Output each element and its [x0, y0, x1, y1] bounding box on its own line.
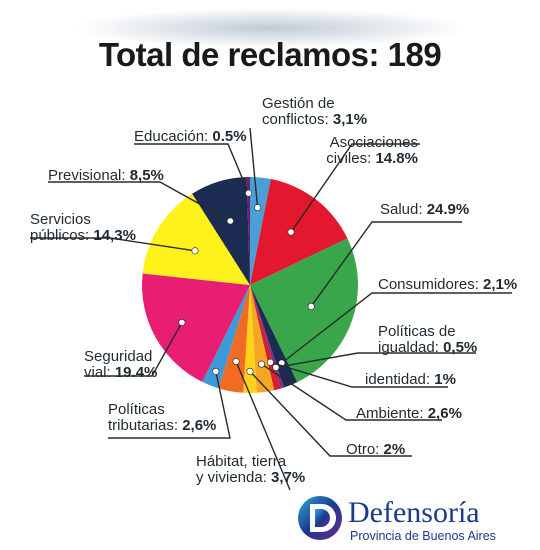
label-servicios-publicos: Servicios públicos: 14,3%: [30, 211, 136, 244]
value-habitat-tierra-y-vivienda: 3,7%: [271, 469, 305, 486]
slice-consumidores: [250, 285, 298, 388]
leader-line-consumidores: [281, 292, 512, 364]
value-consumidores: 2,1%: [483, 276, 517, 293]
leader-line-politicas-tributarias: [108, 371, 231, 439]
slice-marker-politicas-tributarias: [212, 367, 220, 375]
value-ambiente: 2,6%: [428, 405, 462, 422]
slice-gestion-de-conflictos: [250, 177, 271, 285]
value-salud: 24.9%: [427, 201, 470, 218]
leader-line-educacion: [134, 143, 250, 194]
defensoria-logo-icon: [298, 496, 342, 540]
leader-line-previsional: [48, 181, 231, 222]
slice-politicas-tributarias: [202, 285, 250, 389]
label-asociaciones-civiles: Asociaciones civiles: 14.8%: [326, 134, 418, 167]
slice-asociaciones-civiles: [250, 179, 348, 285]
slice-marker-otro: [246, 367, 254, 375]
leader-line-identidad: [270, 361, 448, 388]
label-previsional: Previsional: 8,5%: [48, 167, 164, 184]
slice-educacion: [246, 176, 250, 285]
value-politicas-de-igualdad: 0,5%: [443, 339, 477, 356]
value-previsional: 8,5%: [130, 167, 164, 184]
leader-line-ambiente: [261, 363, 442, 421]
label-salud: Salud: 24.9%: [380, 201, 469, 218]
label-gestion-de-conflictos: Gestión de conflictos: 3,1%: [262, 95, 367, 128]
defensoria-logo: Defensoría Provincia de Buenos Aires: [296, 494, 526, 544]
leader-line-servicios-publicos: [30, 237, 196, 252]
slice-seguridad-vial: [142, 273, 250, 382]
label-consumidores: Consumidores: 2,1%: [378, 276, 517, 293]
slice-marker-educacion: [245, 189, 253, 197]
chart-title: Total de reclamos: 189: [98, 36, 442, 73]
leader-line-seguridad-vial: [84, 322, 183, 377]
value-politicas-tributarias: 2,6%: [182, 417, 216, 434]
slice-ambiente: [250, 285, 275, 393]
leader-line-otro: [249, 370, 412, 457]
label-educacion: Educación: 0.5%: [134, 128, 247, 145]
slice-previsional: [192, 177, 250, 285]
leader-line-habitat-tierra-y-vivienda: [235, 361, 291, 491]
leader-line-asociaciones-civiles: [290, 143, 420, 233]
label-politicas-de-igualdad: Políticas de igualdad: 0,5%: [378, 323, 477, 356]
value-educacion: 0.5%: [212, 128, 246, 145]
value-seguridad-vial: 19.4%: [115, 364, 158, 381]
slice-marker-ambiente: [257, 360, 265, 368]
value-gestion-de-conflictos: 3,1%: [333, 111, 367, 128]
slice-marker-asociaciones-civiles: [287, 228, 295, 236]
leader-lines: [30, 127, 512, 491]
logo-name: Defensoría: [348, 496, 480, 529]
title-shadow: [70, 8, 470, 48]
label-identidad: identidad: 1%: [365, 371, 456, 388]
leader-line-politicas-de-igualdad: [275, 352, 476, 369]
label-otro: Otro: 2%: [346, 441, 405, 458]
slice-otro: [243, 285, 257, 394]
slice-habitat-tierra-y-vivienda: [218, 285, 250, 393]
leader-line-salud: [310, 221, 462, 307]
slice-servicios-publicos: [142, 193, 250, 285]
value-asociaciones-civiles: 14.8%: [375, 150, 418, 167]
label-habitat-tierra-y-vivienda: Hábitat, tierra y vivienda: 3,7%: [196, 453, 305, 486]
slice-marker-seguridad-vial: [178, 318, 186, 326]
label-seguridad-vial: Seguridad vial: 19.4%: [84, 348, 157, 381]
pie-slices: [142, 176, 359, 394]
slice-marker-gestion-de-conflictos: [254, 204, 262, 212]
label-politicas-tributarias: Políticas tributarias: 2,6%: [108, 401, 216, 434]
slice-labels: Gestión de conflictos: 3,1% Asociaciones ci…: [30, 95, 517, 486]
slice-marker-salud: [307, 302, 315, 310]
slice-marker-previsional: [226, 217, 234, 225]
slice-salud: [250, 238, 359, 383]
leader-line-gestion-de-conflictos: [249, 127, 259, 208]
value-servicios-publicos: 14,3%: [93, 227, 136, 244]
value-identidad: 1%: [434, 371, 456, 388]
slice-politicas-de-igualdad: [250, 285, 285, 389]
value-otro: 2%: [384, 441, 406, 458]
slice-marker-servicios-publicos: [191, 247, 199, 255]
label-ambiente: Ambiente: 2,6%: [356, 405, 462, 422]
logo-subtitle: Provincia de Buenos Aires: [350, 529, 496, 543]
slice-marker-habitat-tierra-y-vivienda: [232, 357, 240, 365]
slice-marker-identidad: [266, 358, 274, 366]
